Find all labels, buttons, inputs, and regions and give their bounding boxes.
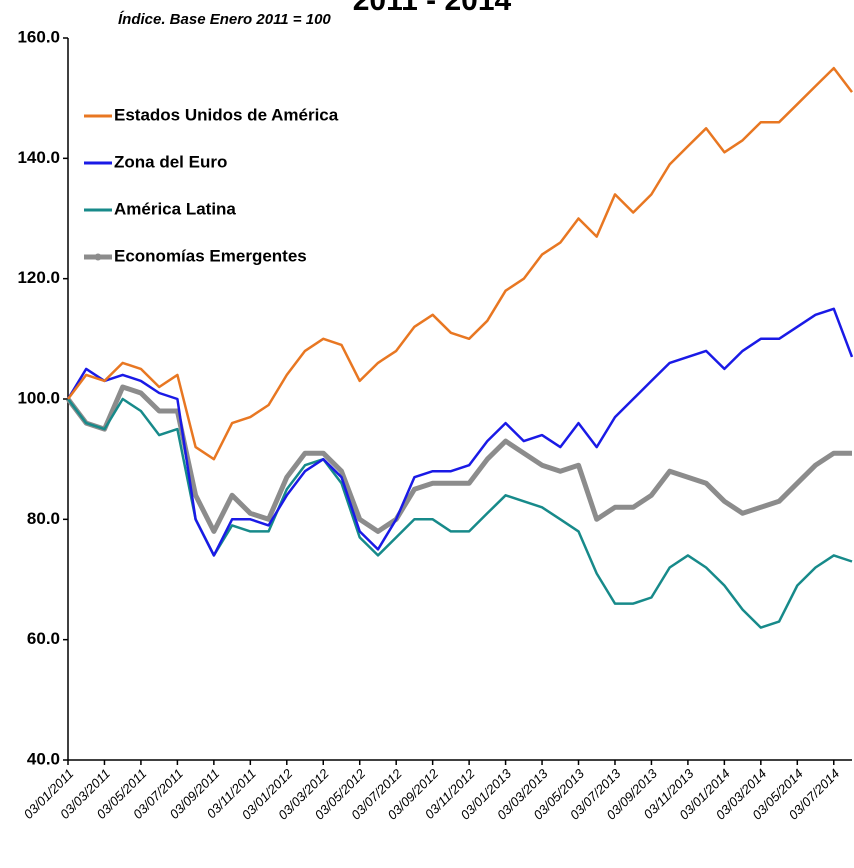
legend-label: Economías Emergentes — [114, 246, 307, 265]
y-tick-label: 160.0 — [17, 27, 60, 46]
legend-marker — [94, 253, 102, 261]
y-tick-label: 40.0 — [27, 749, 60, 768]
series-line — [67, 66, 853, 461]
legend-label: Zona del Euro — [114, 152, 227, 171]
legend-label: América Latina — [114, 199, 236, 218]
y-tick-label: 140.0 — [17, 148, 60, 167]
series-line — [67, 397, 853, 629]
series-line — [66, 307, 854, 557]
y-tick-label: 60.0 — [27, 629, 60, 648]
y-tick-label: 100.0 — [17, 388, 60, 407]
legend-label: Estados Unidos de América — [114, 105, 339, 124]
y-tick-label: 80.0 — [27, 509, 60, 528]
y-tick-label: 120.0 — [17, 268, 60, 287]
chart-subtitle: Índice. Base Enero 2011 = 100 — [118, 11, 331, 28]
series-line — [66, 384, 852, 534]
chart-title: 2011 - 2014 — [353, 0, 512, 17]
